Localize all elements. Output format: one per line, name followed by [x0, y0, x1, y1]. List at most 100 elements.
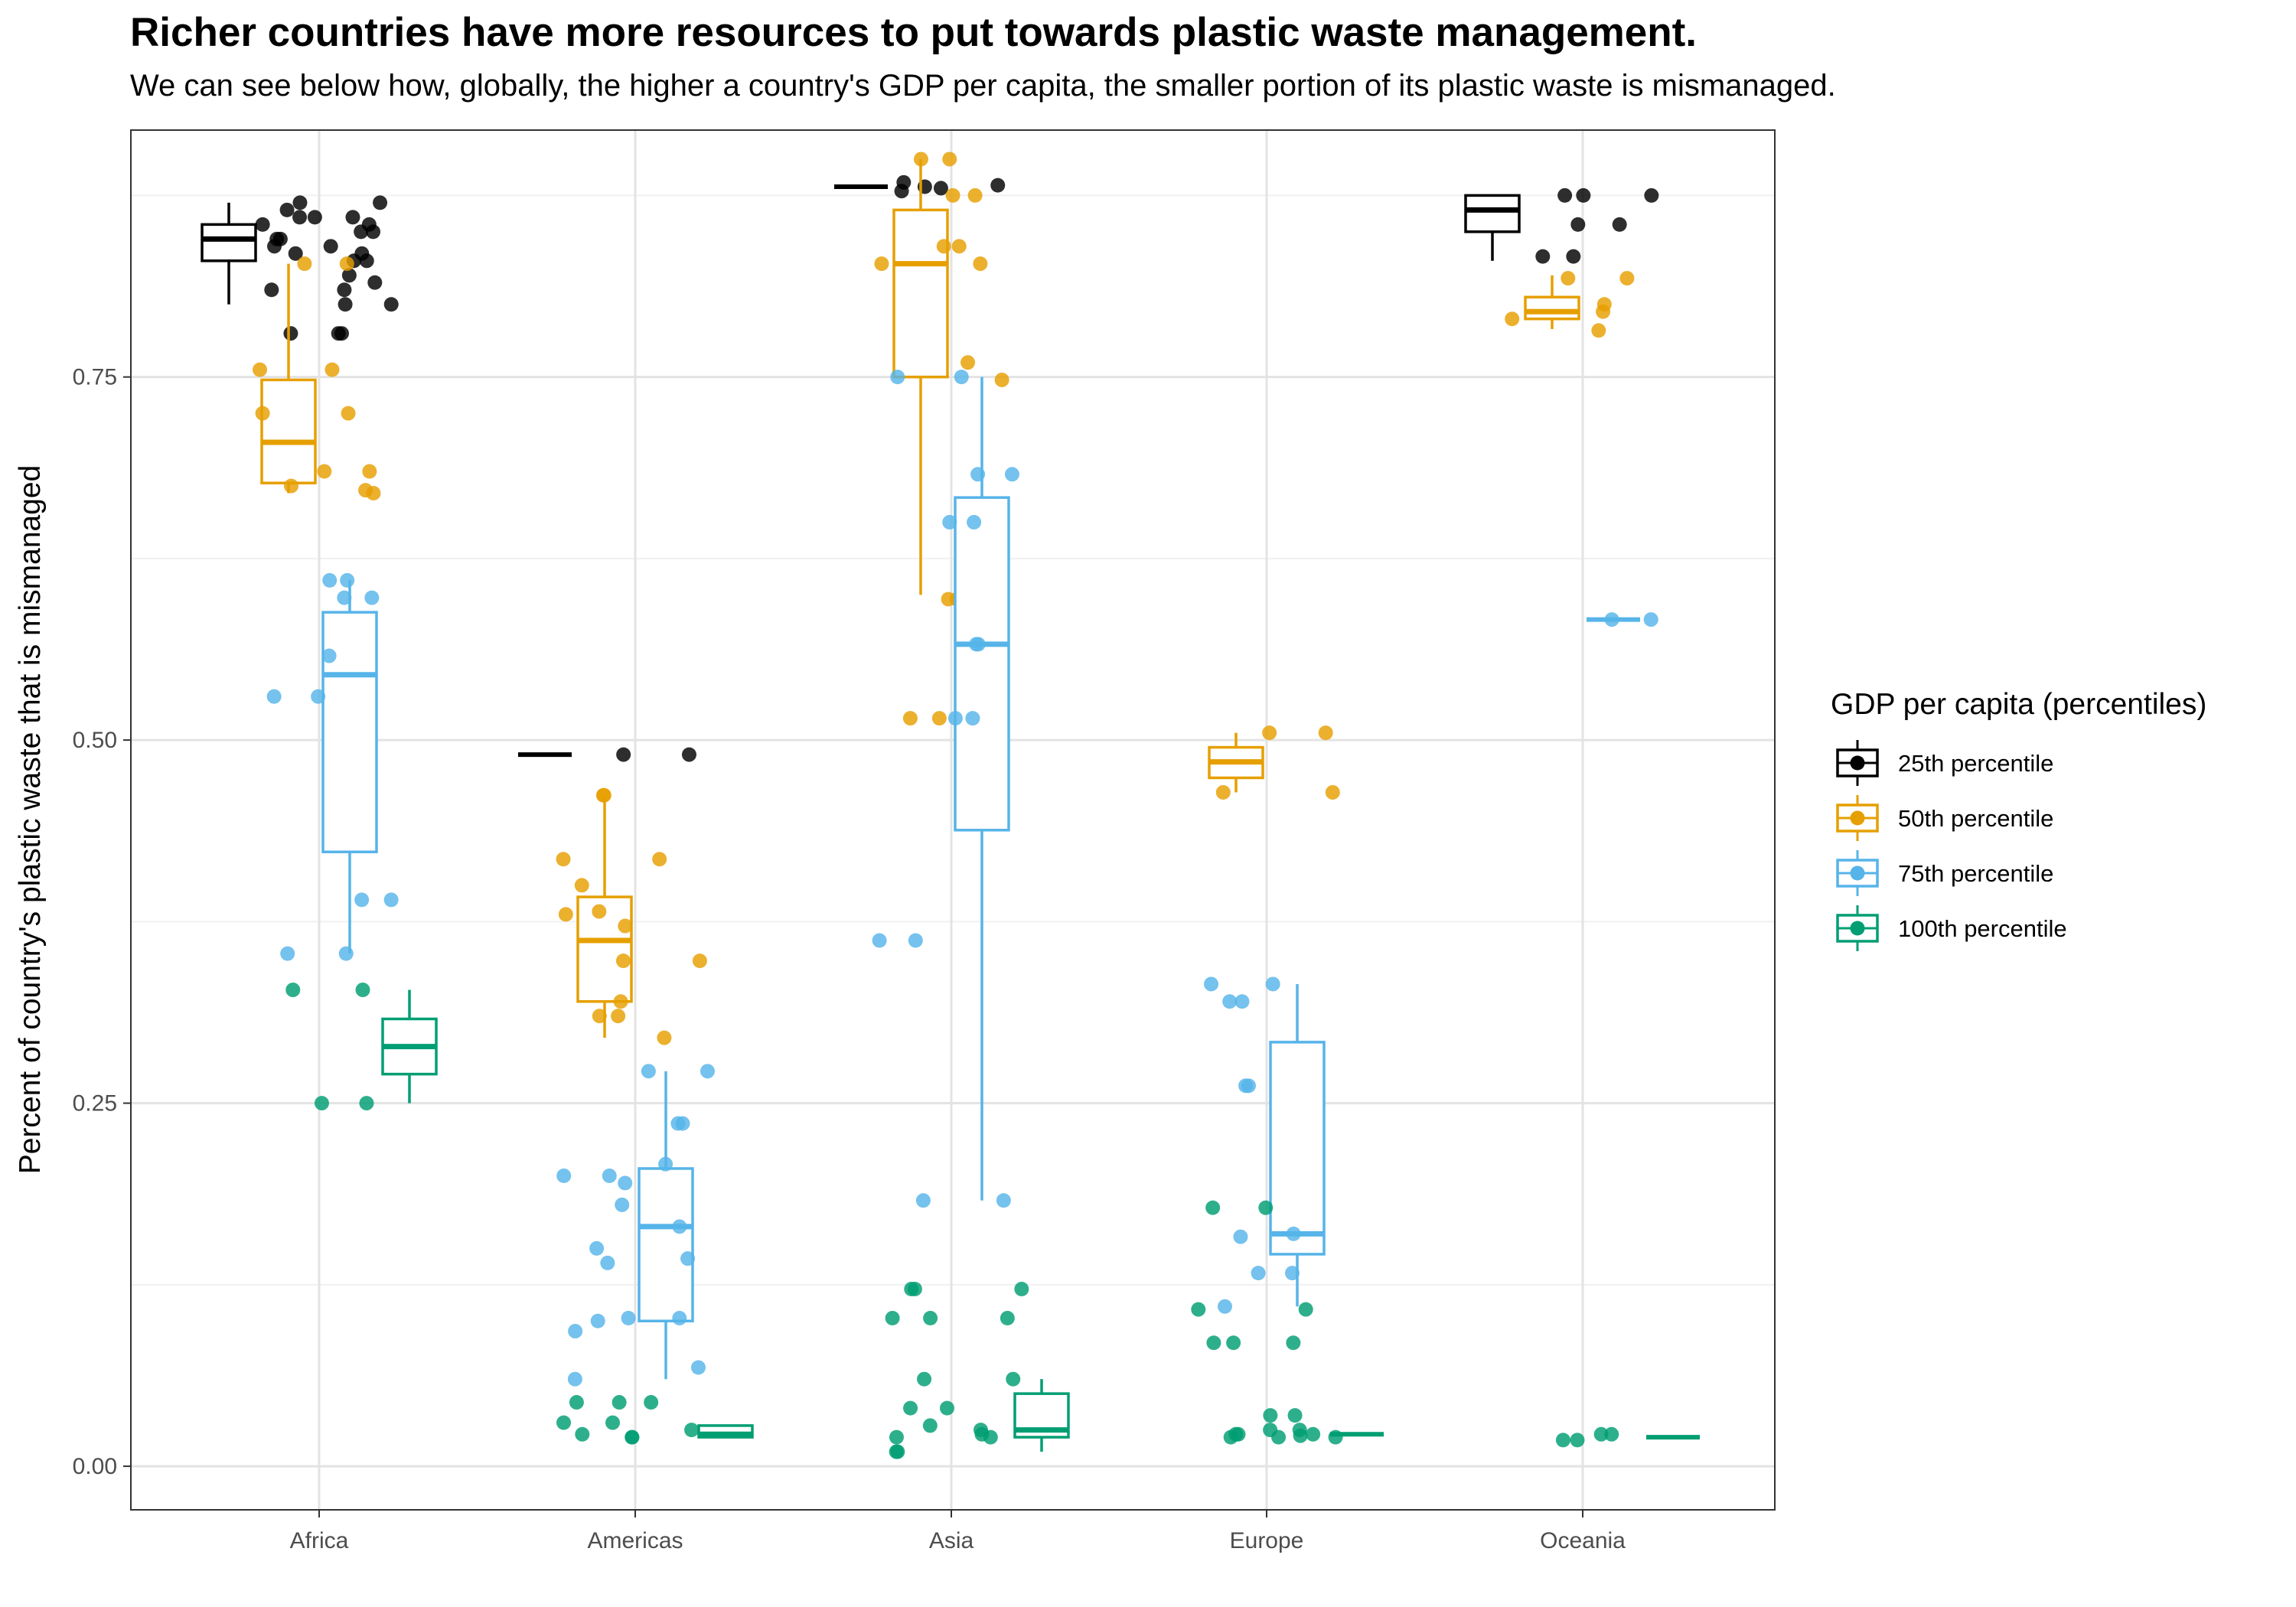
data-point	[592, 1009, 607, 1024]
data-point	[889, 1444, 904, 1459]
legend-title: GDP per capita (percentiles)	[1831, 688, 2206, 721]
legend-key-point	[1850, 865, 1865, 881]
data-point	[1292, 1423, 1307, 1438]
box-iqr	[321, 611, 378, 854]
x-tick-label: Asia	[929, 1528, 974, 1553]
data-point	[568, 1324, 583, 1339]
data-point	[269, 231, 285, 246]
data-point	[903, 1400, 918, 1416]
data-point	[567, 1371, 582, 1387]
data-point	[605, 1415, 621, 1430]
data-point	[602, 1168, 617, 1183]
data-point	[939, 1400, 954, 1416]
data-point	[1217, 1299, 1232, 1314]
data-point	[255, 406, 270, 421]
legend-label: 75th percentile	[1898, 860, 2053, 887]
data-point	[590, 1313, 605, 1328]
data-point	[945, 187, 960, 203]
data-point	[1604, 612, 1619, 627]
data-point	[358, 483, 373, 498]
data-point	[1263, 1423, 1278, 1438]
data-point	[600, 1255, 615, 1270]
data-point	[266, 689, 282, 704]
data-point	[322, 572, 338, 588]
data-point	[1555, 1433, 1570, 1448]
data-point	[1226, 1335, 1241, 1351]
box-iqr	[201, 223, 257, 262]
data-point	[367, 275, 383, 290]
data-point	[967, 187, 983, 203]
data-point	[575, 1426, 590, 1442]
legend: GDP per capita (percentiles) 25th percent…	[1831, 688, 2206, 951]
data-point	[1591, 323, 1606, 338]
chart-subtitle: We can see below how, globally, the high…	[130, 69, 1836, 103]
data-point	[253, 362, 268, 377]
boxplot-25th-percentile-africa	[201, 202, 257, 305]
data-point	[1286, 1335, 1301, 1351]
box-iqr	[1524, 295, 1580, 321]
data-point	[1576, 187, 1591, 203]
data-point	[670, 1116, 686, 1131]
grid-layer	[131, 130, 1775, 1510]
data-point	[658, 1156, 673, 1172]
data-point	[354, 892, 370, 908]
data-point	[915, 1193, 931, 1208]
y-tick-label: 0.00	[73, 1454, 117, 1479]
data-point	[355, 983, 370, 998]
data-point	[889, 1429, 904, 1445]
boxplot-75th-percentile-americas	[638, 1071, 694, 1380]
data-point	[1206, 1335, 1221, 1351]
data-point	[672, 1310, 687, 1325]
data-point	[947, 711, 963, 726]
data-point	[359, 1096, 374, 1111]
data-point	[279, 202, 295, 217]
boxplot-75th-percentile-europe	[1269, 983, 1326, 1307]
boxplot-50th-percentile-oceania	[1524, 275, 1580, 330]
data-point	[890, 370, 905, 385]
data-point	[1204, 976, 1219, 992]
data-point	[314, 1096, 329, 1111]
legend-item: 75th percentile	[1836, 850, 2053, 896]
box-iqr	[638, 1167, 694, 1323]
data-point	[969, 637, 984, 652]
data-point	[1241, 1078, 1257, 1094]
data-point	[917, 1371, 932, 1387]
boxplot-50th-percentile-europe	[1208, 732, 1264, 793]
data-point	[885, 1310, 900, 1325]
data-point	[894, 184, 909, 199]
data-point	[1619, 271, 1635, 286]
box-iqr	[954, 496, 1010, 832]
data-point	[611, 1009, 626, 1024]
boxplot-50th-percentile-asia	[892, 158, 949, 595]
data-point	[923, 1310, 938, 1325]
data-point	[931, 711, 947, 726]
data-point	[1228, 1426, 1244, 1442]
data-point	[613, 994, 628, 1009]
data-point	[973, 256, 988, 272]
data-point	[1000, 1310, 1015, 1325]
data-point	[337, 590, 352, 605]
data-point	[361, 217, 377, 232]
data-point	[1535, 249, 1551, 264]
data-point	[285, 983, 301, 998]
data-point	[616, 747, 631, 762]
data-point	[589, 1240, 605, 1256]
data-point	[331, 326, 346, 341]
legend-label: 100th percentile	[1898, 915, 2067, 942]
box-iqr	[1269, 1041, 1326, 1256]
data-point	[592, 904, 607, 919]
data-point	[1644, 187, 1659, 203]
data-point	[641, 1064, 656, 1079]
data-point	[615, 953, 631, 969]
data-point	[1004, 467, 1019, 482]
data-point	[255, 217, 270, 232]
data-point	[1643, 612, 1658, 627]
data-point	[960, 355, 976, 370]
data-point	[942, 152, 957, 167]
data-point	[569, 1395, 584, 1410]
data-point	[1006, 1371, 1021, 1387]
chart-title: Richer countries have more resources to …	[130, 10, 1698, 55]
data-point	[1251, 1266, 1266, 1281]
data-point	[936, 239, 951, 254]
box-iqr	[1464, 194, 1521, 233]
